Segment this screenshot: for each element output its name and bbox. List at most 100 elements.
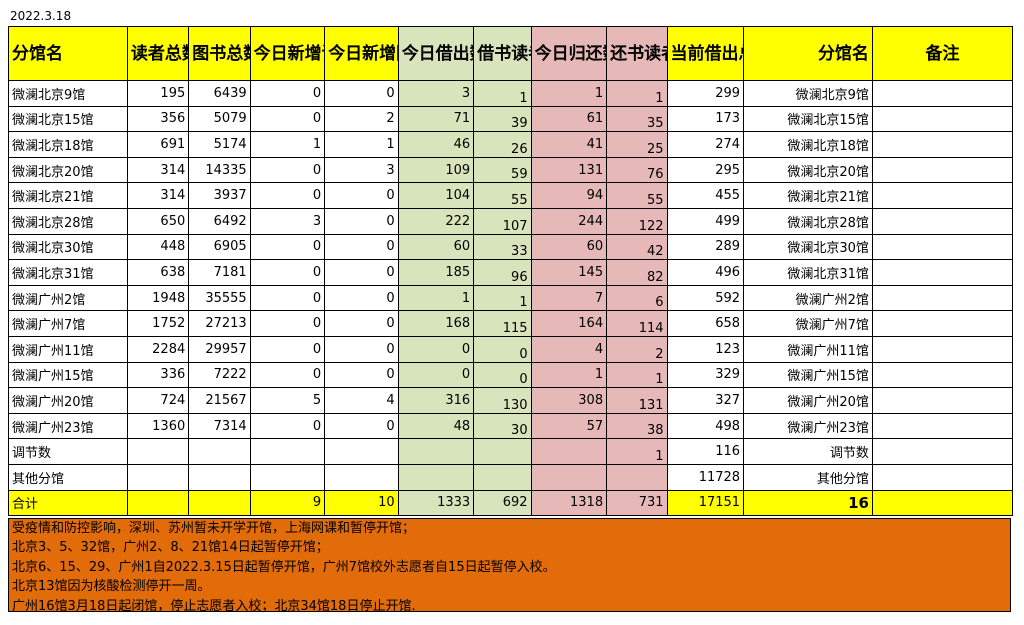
cell-borrowing-readers: 30 [473,412,532,440]
cell-remark [871,207,1014,235]
cell-books: 35555 [188,284,251,312]
cell-readers: 1360 [126,412,190,440]
note-line: 广州16馆3月18日起闭馆，停止志愿者入校；北京34馆18日停止开馆. [12,598,416,614]
cell-new-readers [249,438,326,465]
cell-branch-name: 微澜北京28馆 [8,207,128,235]
cell-returned-today: 164 [530,310,608,337]
cell-new-books: 0 [324,182,399,209]
cell-lent-today: 71 [397,105,475,133]
cell-books: 21567 [188,387,251,414]
cell-returning-readers: 2 [606,335,668,363]
total-returned: 1318 [530,489,608,517]
cell-branch-name-2: 微澜北京31馆 [743,259,873,286]
note-line: 北京6、15、29、广州1自2022.3.15日起暂停开馆，广州7馆校外志愿者自… [12,559,556,575]
cell-new-books: 1 [324,131,399,158]
cell-readers: 638 [126,259,190,286]
cell-returning-readers: 35 [606,105,668,133]
cell-current-lent: 329 [666,361,745,389]
cell-new-readers [249,463,326,491]
table-row: 微澜北京21馆 314 3937 0 0 104 55 94 55 455 微澜北京21馆 [8,182,1014,209]
total-branch-count: 16 [743,489,873,517]
cell-borrowing-readers: 59 [473,156,532,184]
cell-lent-today [397,438,475,465]
col-header-remark: 备注 [871,26,1014,81]
cell-returned-today: 41 [530,131,608,158]
cell-lent-today: 109 [397,156,475,184]
col-header-new-readers: 今日新增读者 [249,26,326,81]
cell-returned-today [530,438,608,465]
cell-remark [871,463,1014,491]
cell-readers: 1948 [126,284,190,312]
note-line: 受疫情和防控影响，深圳、苏州暂未开学开馆，上海网课和暂停开馆； [12,521,416,536]
total-row: 合计 9 10 1333 692 1318 731 17151 16 [8,489,1014,517]
cell-current-lent: 11728 [666,463,745,491]
cell-branch-name: 微澜广州2馆 [8,284,128,312]
cell-returning-readers: 55 [606,182,668,209]
cell-current-lent: 496 [666,259,745,286]
cell-current-lent: 299 [666,80,745,107]
cell-new-books [324,463,399,491]
cell-remark [871,284,1014,312]
col-header-returned-today: 今日归还数 [530,26,608,81]
cell-borrowing-readers: 96 [473,259,532,286]
cell-new-books: 4 [324,387,399,414]
table-row: 微澜广州2馆 1948 35555 0 0 1 1 7 6 592 微澜广州2馆 [8,284,1014,312]
cell-new-books: 3 [324,156,399,184]
cell-branch-name-2: 微澜广州11馆 [743,335,873,363]
cell-new-readers: 0 [249,233,326,261]
cell-returned-today: 145 [530,259,608,286]
cell-remark [871,131,1014,158]
cell-borrowing-readers: 33 [473,233,532,261]
table-row: 调节数 1 116 调节数 [8,438,1014,465]
cell-new-readers: 0 [249,335,326,363]
table-row: 微澜北京9馆 195 6439 0 0 3 1 1 1 299 微澜北京9馆 [8,80,1014,107]
cell-current-lent: 274 [666,131,745,158]
cell-new-readers: 0 [249,284,326,312]
table-row: 微澜北京15馆 356 5079 0 2 71 39 61 35 173 微澜北京15馆 [8,105,1014,133]
cell-borrowing-readers [473,438,532,465]
cell-returned-today: 57 [530,412,608,440]
cell-branch-name: 微澜广州15馆 [8,361,128,389]
cell-readers: 356 [126,105,190,133]
cell-books: 6492 [188,207,251,235]
cell-borrowing-readers: 55 [473,182,532,209]
table-row: 其他分馆 11728 其他分馆 [8,463,1014,491]
cell-branch-name-2: 调节数 [743,438,873,465]
cell-remark [871,156,1014,184]
cell-lent-today: 0 [397,361,475,389]
cell-current-lent: 289 [666,233,745,261]
col-header-current-lent: 当前借出总数 [666,26,745,81]
col-header-branch: 分馆名 [8,26,128,81]
cell-branch-name: 微澜北京15馆 [8,105,128,133]
cell-readers: 650 [126,207,190,235]
table-row: 微澜广州11馆 2284 29957 0 0 0 0 4 2 123 微澜广州11馆 [8,335,1014,363]
cell-books: 7314 [188,412,251,440]
total-remark [871,489,1014,517]
cell-books: 27213 [188,310,251,337]
cell-branch-name: 微澜广州20馆 [8,387,128,414]
cell-borrowing-readers: 0 [473,361,532,389]
cell-returning-readers: 122 [606,207,668,235]
cell-branch-name-2: 其他分馆 [743,463,873,491]
cell-new-readers: 0 [249,156,326,184]
cell-new-readers: 0 [249,412,326,440]
cell-books: 5079 [188,105,251,133]
cell-lent-today [397,463,475,491]
cell-books: 6439 [188,80,251,107]
table-row: 微澜北京28馆 650 6492 3 0 222 107 244 122 499 微澜北京28馆 [8,207,1014,235]
cell-returned-today: 1 [530,361,608,389]
cell-current-lent: 455 [666,182,745,209]
cell-branch-name: 其他分馆 [8,463,128,491]
cell-branch-name: 微澜广州23馆 [8,412,128,440]
table-row: 微澜北京18馆 691 5174 1 1 46 26 41 25 274 微澜北京18馆 [8,131,1014,158]
cell-borrowing-readers: 26 [473,131,532,158]
cell-borrowing-readers: 130 [473,387,532,414]
cell-returned-today: 94 [530,182,608,209]
cell-remark [871,335,1014,363]
cell-borrowing-readers: 39 [473,105,532,133]
cell-borrowing-readers: 1 [473,284,532,312]
cell-new-readers: 3 [249,207,326,235]
table-row: 微澜北京30馆 448 6905 0 0 60 33 60 42 289 微澜北京30馆 [8,233,1014,261]
cell-current-lent: 499 [666,207,745,235]
cell-current-lent: 498 [666,412,745,440]
